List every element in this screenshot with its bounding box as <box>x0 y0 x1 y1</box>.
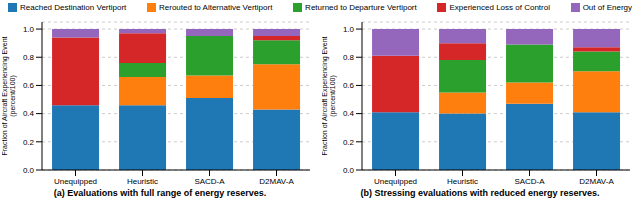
svg-text:0.4: 0.4 <box>23 109 35 118</box>
svg-text:0.2: 0.2 <box>343 138 355 147</box>
svg-text:Heuristic: Heuristic <box>447 177 478 186</box>
html-text:Rerouted to Alternative Vertip: Rerouted to Alternative Vertiport <box>159 3 273 12</box>
html-text:(a) Evaluations with full rang: (a) Evaluations with full range of energ… <box>53 188 267 198</box>
html-text:Out of Energy: Out of Energy <box>582 3 632 12</box>
svg-text:0.8: 0.8 <box>343 53 355 62</box>
html-text:Reached Destination Vertiport: Reached Destination Vertiport <box>20 3 127 12</box>
svg-text:1.0: 1.0 <box>23 25 35 34</box>
svg-text:SACD-A: SACD-A <box>514 177 545 186</box>
svg-text:Unequipped: Unequipped <box>54 177 97 186</box>
svg-text:0.2: 0.2 <box>23 138 35 147</box>
html-text:Returned to Departure Vertipor: Returned to Departure Vertiport <box>305 3 417 12</box>
svg-text:0.6: 0.6 <box>23 81 35 90</box>
svg-text:D2MAV-A: D2MAV-A <box>259 177 294 186</box>
svg-text:SACD-A: SACD-A <box>194 177 225 186</box>
svg-text:Unequipped: Unequipped <box>374 177 417 186</box>
svg-text:0.0: 0.0 <box>23 166 35 175</box>
svg-text:1.0: 1.0 <box>343 25 355 34</box>
html-text:Experienced Loss of Control: Experienced Loss of Control <box>449 3 550 12</box>
svg-text:0.0: 0.0 <box>343 166 355 175</box>
svg-text:Heuristic: Heuristic <box>127 177 158 186</box>
svg-text:D2MAV-A: D2MAV-A <box>579 177 614 186</box>
svg-text:Fraction of Aircraft Experienc: Fraction of Aircraft Experiencing Event(… <box>8 36 17 155</box>
html-text:(b) Stressing evaluations with: (b) Stressing evaluations with reduced e… <box>360 188 600 198</box>
svg-text:0.4: 0.4 <box>343 109 355 118</box>
svg-text:0.6: 0.6 <box>343 81 355 90</box>
svg-text:0.8: 0.8 <box>23 53 35 62</box>
svg-text:Fraction of Aircraft Experienc: Fraction of Aircraft Experiencing Event(… <box>322 36 337 155</box>
